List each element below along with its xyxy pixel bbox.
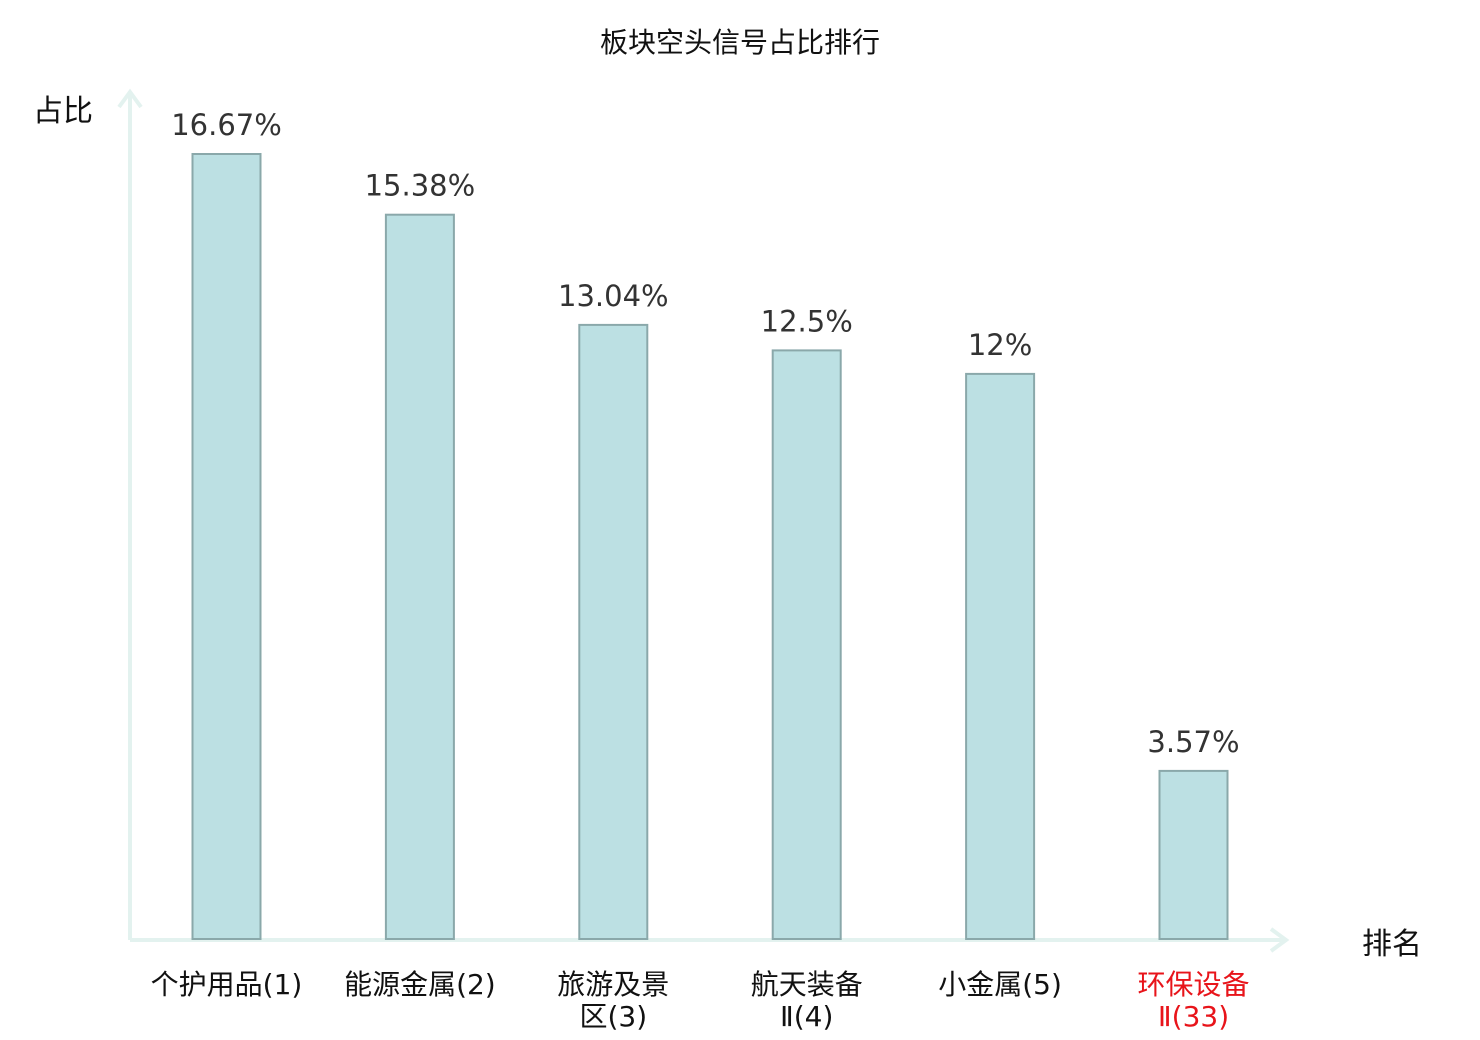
- value-label: 12%: [968, 328, 1032, 362]
- x-tick-label-line: 环保设备: [1137, 968, 1249, 1001]
- value-label: 13.04%: [558, 279, 669, 313]
- y-axis-label: 占比: [33, 94, 93, 129]
- bar: [578, 323, 649, 940]
- x-tick-labels: 个护用品(1) 能源金属(2) 旅游及景区(3) 航天装备 Ⅱ(4) 小金属(5) 环保设备…: [151, 968, 1250, 1033]
- x-tick-label-line: 区(3): [579, 1000, 647, 1033]
- bar: [384, 213, 455, 940]
- bar: [965, 372, 1036, 940]
- x-tick-label: 环保设备 Ⅱ(33): [1137, 968, 1249, 1033]
- x-tick-label-line: 个护用品(1): [151, 968, 303, 1001]
- x-tick-label-line: Ⅱ(4): [780, 1000, 833, 1033]
- chart-title: 板块空头信号占比排行: [600, 26, 880, 59]
- x-tick-label: 小金属(5): [938, 968, 1062, 1001]
- x-tick-label: 旅游及景区(3): [557, 968, 669, 1033]
- x-tick-label: 航天装备 Ⅱ(4): [751, 968, 863, 1033]
- x-tick-label-line: 小金属(5): [938, 968, 1062, 1001]
- value-label: 15.38%: [365, 169, 476, 203]
- value-label: 16.67%: [171, 108, 282, 142]
- x-tick-label-line: 旅游及景: [557, 968, 669, 1001]
- x-axis-arrow: [1269, 927, 1290, 953]
- x-tick-label: 个护用品(1): [151, 968, 303, 1001]
- data-labels: 16.67% 15.38% 13.04% 12.5% 12% 3.57%: [171, 108, 1239, 759]
- x-axis-label: 排名: [1362, 927, 1422, 962]
- bar: [191, 153, 262, 940]
- x-tick-label-line: 航天装备: [751, 968, 863, 1001]
- x-tick-label-line: 能源金属(2): [344, 968, 496, 1001]
- bar-series: [191, 153, 1229, 941]
- x-tick-label-line: Ⅱ(33): [1158, 1000, 1229, 1033]
- x-tick-label: 能源金属(2): [344, 968, 496, 1001]
- axes: [117, 88, 1290, 953]
- bar: [771, 349, 842, 940]
- value-label: 3.57%: [1147, 725, 1239, 759]
- bar: [1158, 769, 1229, 941]
- y-axis-arrow: [117, 88, 143, 109]
- value-label: 12.5%: [761, 304, 853, 338]
